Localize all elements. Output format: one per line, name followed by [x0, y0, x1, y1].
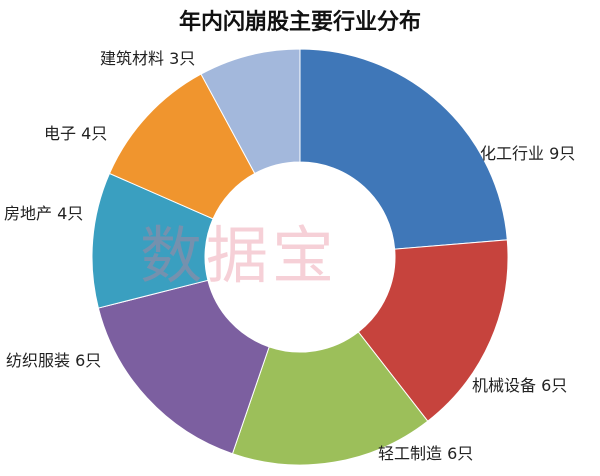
- donut-slice-0: [299, 48, 508, 250]
- data-label-chemical: 化工行业 9只: [480, 144, 576, 163]
- data-label-light-industry: 轻工制造 6只: [378, 444, 474, 463]
- donut-slice-3: [97, 279, 270, 455]
- chart-title: 年内闪崩股主要行业分布: [178, 10, 421, 35]
- data-label-machinery: 机械设备 6只: [472, 376, 568, 395]
- donut-slice-2: [231, 331, 429, 466]
- data-label-textile: 纺织服装 6只: [6, 351, 102, 370]
- donut-slice-1: [357, 239, 509, 422]
- data-label-real-estate: 房地产 4只: [4, 204, 84, 223]
- data-label-electronics: 电子 4只: [44, 124, 108, 143]
- donut-slice-6: [200, 48, 301, 175]
- data-label-building-materials: 建筑材料 3只: [100, 49, 196, 68]
- watermark: 数据宝: [140, 219, 339, 292]
